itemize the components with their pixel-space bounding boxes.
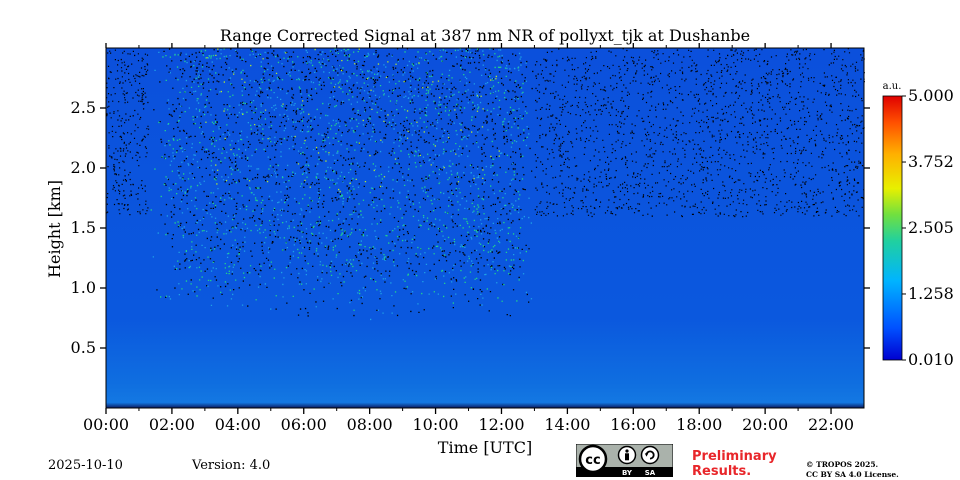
colorbar-tick-label: 5.000 — [908, 86, 954, 105]
colorbar-tick-label: 1.258 — [908, 284, 954, 303]
heatmap-area — [105, 47, 865, 409]
y-tick-label: 2.5 — [71, 98, 96, 117]
x-tick-label: 20:00 — [742, 415, 788, 434]
y-tick-label: 1.0 — [71, 278, 96, 297]
colorbar: a.u. 0.010 1.258 2.505 3.752 5.000 — [882, 81, 954, 369]
x-tick-label: 22:00 — [808, 415, 854, 434]
x-tick-label: 00:00 — [83, 415, 129, 434]
x-tick-label: 12:00 — [478, 415, 524, 434]
x-tick-label: 16:00 — [610, 415, 656, 434]
copyright-notice: © TROPOS 2025. CC BY SA 4.0 License. — [806, 460, 899, 480]
x-tick-label: 18:00 — [676, 415, 722, 434]
copyright-line-1: © TROPOS 2025. — [806, 460, 879, 469]
cc-by-sa-badge[interactable]: cc BY SA — [576, 444, 673, 477]
y-tick-label: 1.5 — [71, 218, 96, 237]
x-tick-label: 06:00 — [281, 415, 327, 434]
sa-label: SA — [645, 469, 656, 477]
x-tick-label: 02:00 — [149, 415, 195, 434]
svg-text:cc: cc — [585, 453, 600, 468]
sa-share-alike-icon — [640, 445, 660, 465]
heatmap-background — [106, 48, 864, 408]
by-label: BY — [622, 469, 633, 477]
x-tick-label: 10:00 — [413, 415, 459, 434]
colorbar-tick-label: 0.010 — [908, 350, 954, 369]
y-tick-label: 2.0 — [71, 158, 96, 177]
x-tick-label: 14:00 — [544, 415, 590, 434]
cc-icon: cc — [578, 444, 608, 474]
colorbar-unit: a.u. — [883, 81, 902, 92]
colorbar-gradient — [882, 95, 903, 361]
y-axis-label: Height [km] — [45, 180, 64, 278]
copyright-line-2: CC BY SA 4.0 License. — [806, 470, 899, 479]
date-label: 2025-10-10 — [48, 458, 123, 473]
preliminary-line-1: Preliminary — [692, 449, 777, 464]
x-tick-label: 08:00 — [347, 415, 393, 434]
by-person-icon — [617, 445, 637, 465]
chart-title: Range Corrected Signal at 387 nm NR of p… — [220, 26, 750, 45]
preliminary-line-2: Results. — [692, 464, 752, 479]
version-label: Version: 4.0 — [192, 458, 271, 473]
preliminary-results-note: Preliminary Results. — [692, 449, 777, 479]
x-axis-label: Time [UTC] — [438, 438, 532, 457]
colorbar-tick-label: 3.752 — [908, 152, 954, 171]
colorbar-tick-label: 2.505 — [908, 218, 954, 237]
y-tick-label: 0.5 — [71, 338, 96, 357]
x-tick-label: 04:00 — [215, 415, 261, 434]
